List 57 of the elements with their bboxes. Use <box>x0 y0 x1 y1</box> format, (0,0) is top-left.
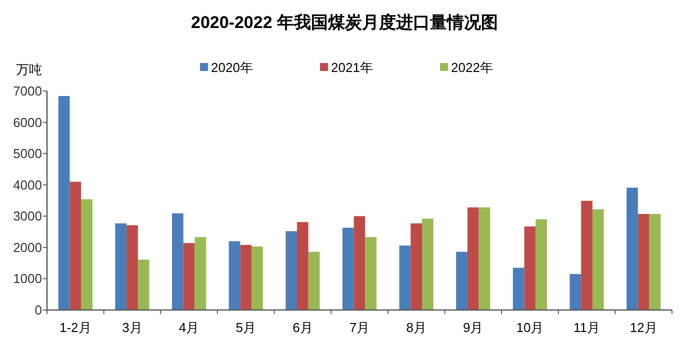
x-tick-label: 10月 <box>516 320 544 335</box>
bar <box>399 246 411 310</box>
bar <box>649 214 661 310</box>
x-tick-label: 4月 <box>178 320 200 335</box>
bar <box>308 252 320 310</box>
bar <box>570 274 582 310</box>
x-tick-label: 6月 <box>292 320 313 335</box>
bar <box>81 199 92 310</box>
bar <box>626 188 638 310</box>
bar <box>342 228 354 310</box>
bar <box>478 207 490 310</box>
bar <box>228 241 240 310</box>
bar <box>286 231 297 310</box>
bar <box>365 237 377 310</box>
bar <box>172 213 184 310</box>
bar <box>456 252 468 310</box>
bar <box>194 237 206 310</box>
bar <box>354 216 366 310</box>
bar <box>115 223 127 310</box>
x-tick-label: 5月 <box>236 320 256 335</box>
bar <box>536 219 547 310</box>
y-tick-label: 4000 <box>13 177 42 192</box>
bar <box>240 244 252 310</box>
bar <box>138 260 150 310</box>
x-tick-label: 12月 <box>630 320 658 335</box>
x-tick-label: 9月 <box>463 320 484 335</box>
bar <box>252 246 263 310</box>
y-axis-title: 万吨 <box>16 62 42 77</box>
legend-label: 2022年 <box>451 60 493 75</box>
x-tick-label: 1-2月 <box>60 320 92 335</box>
chart-title: 2020-2022 年我国煤炭月度进口量情况图 <box>190 13 498 32</box>
legend-label: 2021年 <box>331 60 373 75</box>
y-tick-label: 1000 <box>13 271 42 286</box>
legend-label: 2020年 <box>211 60 253 75</box>
bar <box>638 214 650 310</box>
y-tick-label: 2000 <box>13 240 42 255</box>
bar <box>126 225 138 310</box>
bar <box>410 223 422 310</box>
x-tick-label: 11月 <box>574 320 600 335</box>
bar <box>524 226 536 310</box>
x-tick-label: 8月 <box>406 320 426 335</box>
bar <box>581 200 592 310</box>
y-tick-label: 0 <box>34 302 42 318</box>
bar <box>512 268 524 310</box>
x-tick-label: 3月 <box>122 320 142 335</box>
y-tick-label: 5000 <box>13 146 42 162</box>
bar <box>297 222 308 310</box>
bar <box>592 209 604 310</box>
bar <box>183 243 195 310</box>
bar <box>70 182 82 310</box>
bar <box>58 96 70 310</box>
bar <box>467 207 479 310</box>
bar <box>422 218 434 310</box>
y-tick-label: 6000 <box>13 114 42 130</box>
y-tick-label: 3000 <box>13 208 42 224</box>
x-tick-label: 7月 <box>349 320 370 335</box>
y-tick-label: 7000 <box>13 84 42 98</box>
